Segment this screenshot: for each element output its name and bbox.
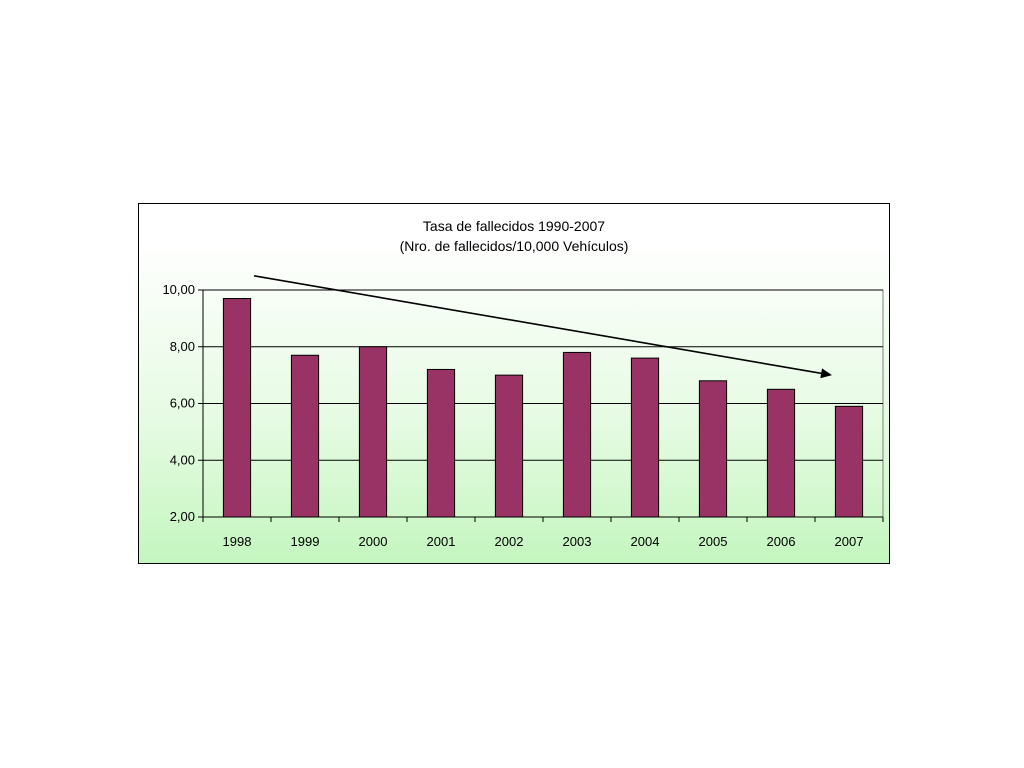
y-tick-label: 4,00 bbox=[170, 452, 195, 467]
bar-1998 bbox=[222, 298, 252, 518]
x-tick-label: 2006 bbox=[767, 534, 796, 549]
bar-2006 bbox=[766, 388, 796, 518]
x-tick-label: 2000 bbox=[359, 534, 388, 549]
x-tick-label: 2004 bbox=[631, 534, 660, 549]
trend-arrow-line bbox=[253, 275, 825, 375]
bar-2000 bbox=[358, 346, 388, 518]
chart-frame: Tasa de fallecidos 1990-2007 (Nro. de fa… bbox=[138, 203, 890, 564]
x-tick-label: 2003 bbox=[563, 534, 592, 549]
chart-subtitle: (Nro. de fallecidos/10,000 Vehículos) bbox=[399, 238, 629, 254]
bar-1999 bbox=[290, 354, 320, 518]
chart-title-block: Tasa de fallecidos 1990-2007 (Nro. de fa… bbox=[139, 216, 889, 256]
y-tick-label: 10,00 bbox=[162, 282, 195, 297]
bar-2002 bbox=[494, 374, 524, 518]
x-tick-label: 2001 bbox=[427, 534, 456, 549]
y-tick-label: 2,00 bbox=[170, 509, 195, 524]
x-tick-label: 1999 bbox=[291, 534, 320, 549]
x-tick-label: 2002 bbox=[495, 534, 524, 549]
chart-title: Tasa de fallecidos 1990-2007 bbox=[422, 218, 606, 234]
trend-arrow-head bbox=[820, 368, 832, 379]
bar-chart: 2,00 4,00 6,00 8,00 10,00 1998 1999 2000 2001 200… bbox=[162, 275, 884, 549]
x-tick-label: 1998 bbox=[223, 534, 252, 549]
bar-2004 bbox=[630, 357, 660, 518]
bar-2005 bbox=[698, 380, 728, 518]
y-tick-label: 8,00 bbox=[170, 339, 195, 354]
bar-2001 bbox=[426, 368, 456, 518]
bar-2003 bbox=[562, 351, 592, 518]
y-tick-label: 6,00 bbox=[170, 396, 195, 411]
bar-2007 bbox=[834, 405, 864, 518]
x-tick-label: 2005 bbox=[699, 534, 728, 549]
x-tick-label: 2007 bbox=[835, 534, 864, 549]
